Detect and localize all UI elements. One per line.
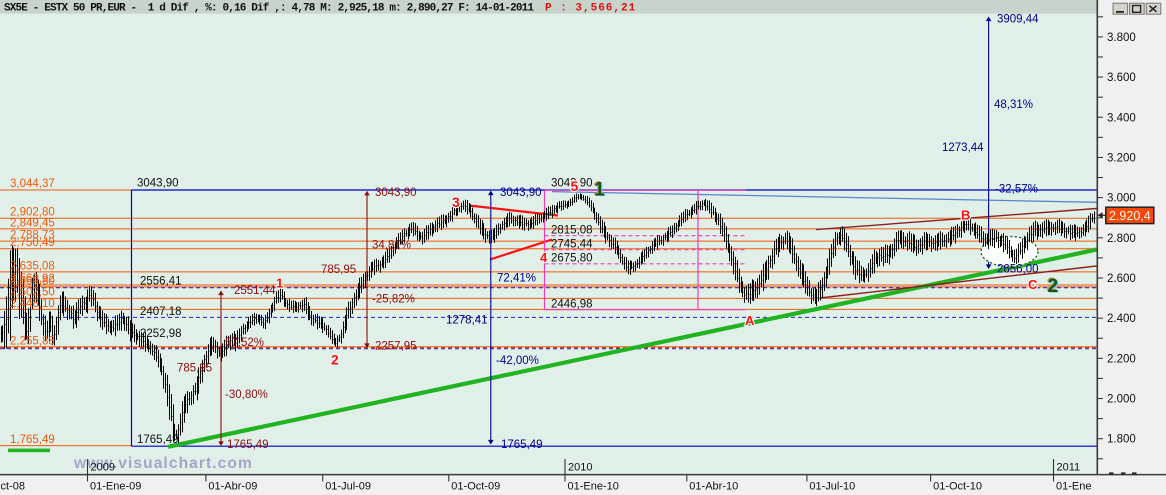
svg-text:3.000: 3.000 [1107, 193, 1136, 205]
svg-text:1.800: 1.800 [1107, 434, 1136, 446]
svg-text:C: C [1028, 277, 1038, 292]
svg-text:2.600: 2.600 [1107, 273, 1136, 285]
svg-text:1765,49: 1765,49 [137, 434, 179, 446]
svg-text:3.400: 3.400 [1107, 112, 1136, 124]
svg-text:2.200: 2.200 [1107, 353, 1136, 365]
svg-text:3909,44: 3909,44 [997, 14, 1039, 26]
svg-text:2: 2 [1048, 276, 1059, 297]
svg-text:3043,90: 3043,90 [375, 187, 417, 199]
svg-text:34,81%: 34,81% [372, 240, 411, 252]
svg-text:P : 3,566,21: P : 3,566,21 [545, 3, 636, 15]
svg-text:1: 1 [593, 179, 604, 200]
svg-text:5: 5 [571, 178, 579, 194]
svg-text:01-Oct-09: 01-Oct-09 [451, 481, 500, 493]
svg-text:2446,98: 2446,98 [551, 299, 593, 311]
svg-text:A: A [745, 313, 755, 328]
svg-text:4: 4 [540, 250, 548, 265]
svg-text:01-Ene-09: 01-Ene-09 [90, 481, 141, 493]
svg-text:2,788,73: 2,788,73 [10, 230, 55, 242]
svg-text:48,31%: 48,31% [994, 99, 1033, 111]
svg-text:2,560,80: 2,560,80 [10, 275, 55, 287]
svg-text:1: 1 [594, 179, 605, 200]
svg-text:3043,90: 3043,90 [137, 178, 179, 190]
svg-text:72,41%: 72,41% [497, 273, 536, 285]
svg-text:1: 1 [276, 276, 283, 291]
svg-text:2.920,4: 2.920,4 [1109, 209, 1151, 223]
svg-text:3: 3 [452, 194, 460, 210]
svg-text:2556,41: 2556,41 [140, 276, 182, 288]
svg-text:2011: 2011 [1057, 462, 1081, 474]
svg-text:01-Oct-10: 01-Oct-10 [933, 481, 982, 493]
svg-text:1278,41: 1278,41 [446, 315, 488, 327]
svg-text:www.visualchart.com: www.visualchart.com [73, 455, 253, 472]
svg-text:01-Abr-10: 01-Abr-10 [689, 481, 738, 493]
svg-text:785,95: 785,95 [321, 264, 356, 276]
svg-text:B: B [961, 208, 970, 223]
svg-text:2,849,45: 2,849,45 [10, 218, 55, 230]
svg-text:2,635,08: 2,635,08 [10, 261, 55, 273]
svg-text:-25,82%: -25,82% [372, 294, 415, 306]
svg-text:01-Jul-09: 01-Jul-09 [325, 481, 371, 493]
svg-text:SX5E - ESTX 50 PR,EUR - 1 d D: SX5E - ESTX 50 PR,EUR - 1 d Dif , %: 0,1… [4, 3, 534, 15]
svg-text:2745,44: 2745,44 [551, 239, 593, 251]
svg-text:2,502,50: 2,502,50 [10, 287, 55, 299]
svg-text:1: 1 [595, 180, 606, 201]
svg-text:2: 2 [1049, 277, 1060, 298]
svg-text:2,448,10: 2,448,10 [10, 298, 55, 310]
svg-text:2010: 2010 [568, 462, 592, 474]
svg-text:2,750,49: 2,750,49 [10, 237, 55, 249]
svg-text:2: 2 [1046, 275, 1057, 296]
svg-text:2257,95: 2257,95 [375, 341, 417, 353]
svg-text:2815,08: 2815,08 [551, 225, 593, 237]
svg-text:2,902,80: 2,902,80 [10, 207, 55, 219]
svg-text:1765,49: 1765,49 [227, 439, 269, 451]
svg-text:2.800: 2.800 [1107, 233, 1136, 245]
svg-text:1,765,49: 1,765,49 [10, 434, 55, 446]
svg-text:3.200: 3.200 [1107, 152, 1136, 164]
svg-text:785,95: 785,95 [177, 363, 212, 375]
svg-text:3043,90: 3043,90 [500, 187, 542, 199]
svg-text:-42,00%: -42,00% [496, 355, 539, 367]
svg-text:3.600: 3.600 [1107, 72, 1136, 84]
svg-text:01-Jul-10: 01-Jul-10 [809, 481, 855, 493]
svg-text:3.800: 3.800 [1107, 32, 1136, 44]
svg-text:2407,18: 2407,18 [140, 306, 182, 318]
svg-text:01-Ene-10: 01-Ene-10 [568, 481, 619, 493]
svg-text:3,044,37: 3,044,37 [10, 178, 55, 190]
svg-text:2252,98: 2252,98 [140, 328, 182, 340]
svg-text:2,569,92: 2,569,92 [10, 273, 55, 285]
svg-text:3043,90: 3043,90 [551, 178, 593, 190]
svg-text:2675,80: 2675,80 [551, 253, 593, 265]
svg-text:ct-08: ct-08 [1, 481, 25, 493]
svg-text:01-Abr-09: 01-Abr-09 [208, 481, 257, 493]
svg-text:2009: 2009 [91, 462, 115, 474]
svg-text:01-Ene: 01-Ene [1056, 481, 1091, 493]
svg-text:2551,44: 2551,44 [234, 285, 276, 297]
svg-text:2: 2 [331, 352, 339, 368]
svg-text:2.000: 2.000 [1107, 394, 1136, 406]
svg-text:57,52%: 57,52% [225, 337, 264, 349]
svg-text:-30,80%: -30,80% [225, 389, 268, 401]
svg-text:1765,49: 1765,49 [501, 439, 543, 451]
svg-text:2.400: 2.400 [1107, 313, 1136, 325]
svg-text:2,255,88: 2,255,88 [10, 336, 55, 348]
svg-text:-32,57%: -32,57% [995, 184, 1038, 196]
svg-text:1273,44: 1273,44 [942, 142, 984, 154]
svg-text:2656,00: 2656,00 [997, 264, 1039, 276]
